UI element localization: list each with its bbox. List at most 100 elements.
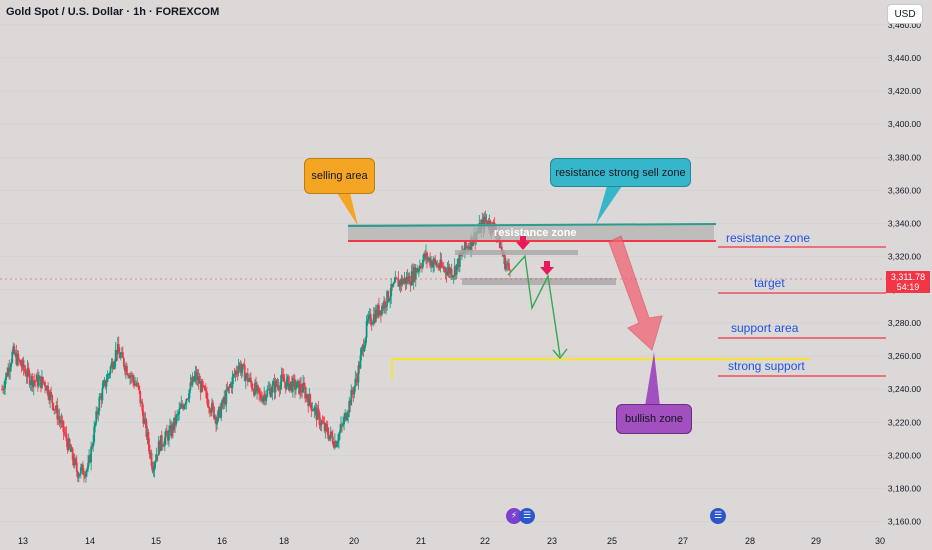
y-tick-label: 3,220.00 xyxy=(888,417,921,427)
candle xyxy=(224,390,227,407)
candle xyxy=(297,378,299,388)
candle xyxy=(302,375,305,394)
big-down-arrow[interactable] xyxy=(608,235,663,351)
candle xyxy=(259,387,261,403)
projection-path[interactable] xyxy=(507,254,561,357)
candle xyxy=(167,430,169,445)
candle xyxy=(447,260,450,278)
candle xyxy=(345,412,348,422)
candle xyxy=(243,358,246,382)
us-flag-icon[interactable]: ☰ xyxy=(710,508,726,524)
candle xyxy=(337,433,339,448)
candle xyxy=(147,428,150,452)
support-area-right-label: support area xyxy=(731,321,799,335)
candle xyxy=(204,383,207,398)
candle xyxy=(348,396,351,417)
candle xyxy=(339,423,341,440)
candle xyxy=(27,362,30,378)
candle xyxy=(320,419,323,432)
candle xyxy=(424,249,426,261)
candle xyxy=(284,382,287,394)
candle xyxy=(299,377,301,400)
candle xyxy=(70,444,73,453)
candle xyxy=(400,274,403,292)
candle xyxy=(362,338,365,358)
candle xyxy=(220,402,223,422)
candle xyxy=(82,461,84,475)
candle xyxy=(269,383,272,398)
candle xyxy=(172,421,174,438)
candle xyxy=(133,375,136,389)
candle xyxy=(251,380,253,392)
resistance-upper-line[interactable] xyxy=(347,223,717,227)
bullish-zone-pointer xyxy=(645,352,660,406)
candle xyxy=(469,241,471,252)
candle xyxy=(384,298,386,314)
candle xyxy=(203,385,206,391)
candle xyxy=(272,378,275,386)
candle xyxy=(124,364,126,376)
candle xyxy=(144,412,147,429)
us-flag-icon[interactable]: ☰ xyxy=(519,508,535,524)
candle xyxy=(431,259,434,269)
candle xyxy=(389,288,392,308)
symbol-title: Gold Spot / U.S. Dollar · 1h · FOREXCOM xyxy=(6,6,220,18)
lightning-icon[interactable]: ⚡ xyxy=(506,508,522,524)
candle xyxy=(97,407,100,422)
candle xyxy=(360,346,363,361)
candle xyxy=(47,381,49,400)
candle xyxy=(505,257,507,272)
resistance-zone-box[interactable] xyxy=(348,224,714,242)
target-box[interactable] xyxy=(462,278,616,285)
candle xyxy=(350,384,353,406)
candle xyxy=(336,440,338,448)
down-arrow-icon xyxy=(516,236,530,250)
candle xyxy=(357,360,360,390)
candle xyxy=(427,255,429,264)
candle xyxy=(85,469,87,483)
selling-area-bubble[interactable]: selling area xyxy=(304,158,375,194)
candle xyxy=(451,275,454,280)
candle xyxy=(119,352,122,361)
candle xyxy=(354,370,357,392)
currency-button[interactable]: USD xyxy=(887,4,923,24)
candle xyxy=(255,376,257,394)
candle xyxy=(442,261,445,273)
candle xyxy=(331,429,334,447)
candle xyxy=(396,277,399,280)
y-tick-label: 3,340.00 xyxy=(888,219,921,229)
candle xyxy=(390,278,393,305)
bar-countdown: 54:19 xyxy=(896,282,920,292)
candle xyxy=(310,402,313,418)
candle xyxy=(117,336,120,353)
candle xyxy=(358,361,361,374)
pullback-box[interactable] xyxy=(455,250,578,255)
candle xyxy=(430,256,433,273)
candle xyxy=(100,393,103,408)
candle xyxy=(374,304,377,323)
candle xyxy=(182,403,185,411)
x-tick-label: 30 xyxy=(875,536,885,546)
candle xyxy=(23,365,26,374)
candle xyxy=(233,367,236,379)
candle xyxy=(322,416,325,425)
candle xyxy=(55,400,58,414)
candle xyxy=(96,406,99,420)
candle xyxy=(499,241,502,249)
x-tick-label: 18 xyxy=(279,536,289,546)
candle xyxy=(13,343,16,356)
candle xyxy=(184,401,187,410)
resistance-strong-sell-zone-bubble[interactable]: resistance strong sell zone xyxy=(550,158,691,187)
candle xyxy=(306,393,309,403)
bullish-zone-bubble[interactable]: bullish zone xyxy=(616,404,692,434)
candle xyxy=(328,435,331,441)
candle xyxy=(80,463,83,471)
y-tick-label: 3,200.00 xyxy=(888,450,921,460)
candle xyxy=(141,398,144,416)
candle xyxy=(152,461,155,477)
candle xyxy=(279,375,282,395)
candle xyxy=(316,404,319,420)
candle xyxy=(146,426,149,444)
candle xyxy=(241,363,244,377)
